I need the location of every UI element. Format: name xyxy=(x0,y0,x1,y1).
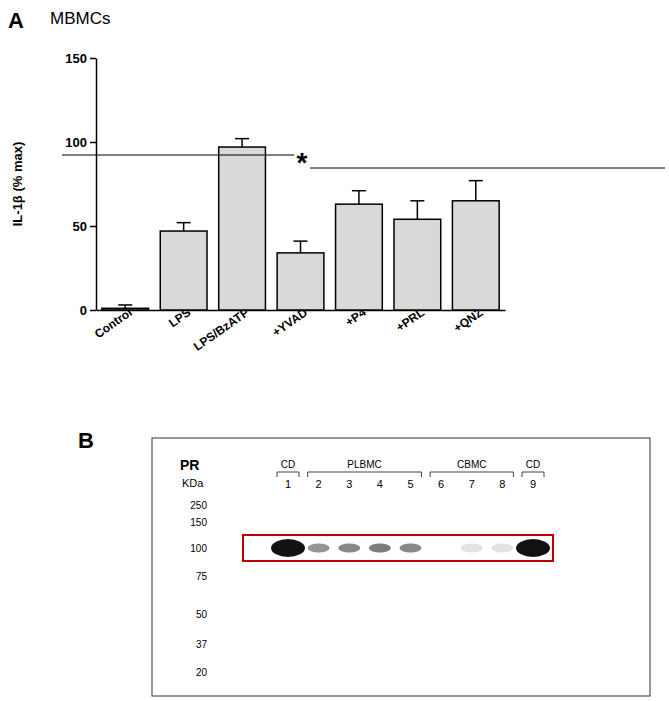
x-tick: LPS/BzATP xyxy=(191,305,252,353)
band xyxy=(338,544,360,553)
y-axis-line xyxy=(96,59,98,311)
y-tick-label: 50 xyxy=(73,219,87,234)
group-bracket xyxy=(277,472,299,477)
highlight-box xyxy=(243,535,553,561)
group-label: PLBMC xyxy=(347,459,381,470)
lane-label: 7 xyxy=(469,478,475,490)
band xyxy=(369,544,391,553)
error-bar xyxy=(118,305,132,308)
error-bar xyxy=(469,181,483,201)
band xyxy=(461,544,483,553)
x-tick: +YVAD xyxy=(270,305,311,339)
error-bar-stem xyxy=(183,223,185,231)
error-bar-stem xyxy=(241,139,243,147)
chart-title: MBMCs xyxy=(50,9,110,28)
lane-label: 1 xyxy=(285,478,291,490)
error-bar xyxy=(352,191,366,204)
bar xyxy=(160,231,207,310)
plot-area xyxy=(102,139,499,310)
error-bar xyxy=(294,241,308,253)
group-bracket xyxy=(430,472,513,477)
y-tick: 50 xyxy=(73,219,96,234)
bands xyxy=(271,539,550,557)
lane-label: 5 xyxy=(407,478,413,490)
error-bar-cap xyxy=(235,138,249,140)
significance-line xyxy=(310,168,665,169)
x-tick-label: +YVAD xyxy=(270,305,311,339)
error-bar-cap xyxy=(352,190,366,192)
y-tick-mark xyxy=(90,226,96,228)
lane-label: 3 xyxy=(346,478,352,490)
x-tick-label: Control xyxy=(92,305,135,341)
bar xyxy=(277,253,324,310)
band xyxy=(400,544,422,553)
y-tick: 100 xyxy=(65,135,96,150)
marker-label: 75 xyxy=(196,571,208,582)
marker-label: 100 xyxy=(190,543,207,554)
figure: AMBMCs050100150ControlLPSLPS/BzATP+YVAD+… xyxy=(0,0,669,701)
error-bar-cap xyxy=(469,180,483,182)
marker-label: 250 xyxy=(190,500,207,511)
error-bar-cap xyxy=(118,304,132,306)
lane-label: 4 xyxy=(377,478,383,490)
y-tick-mark xyxy=(90,58,96,60)
annotation: * xyxy=(297,147,308,178)
group-label: CBMC xyxy=(457,459,486,470)
error-bar xyxy=(177,223,191,231)
bar xyxy=(336,204,383,310)
bar xyxy=(219,147,266,310)
panel-label: B xyxy=(78,428,94,453)
blot-frame xyxy=(152,438,650,696)
y-tick-label: 0 xyxy=(80,303,87,318)
y-axis-title: IL-1β (% max) xyxy=(10,142,25,227)
error-bar-stem xyxy=(300,241,302,253)
bar xyxy=(394,219,441,310)
lane-label: 9 xyxy=(530,478,536,490)
band xyxy=(308,544,330,553)
lane-label: 6 xyxy=(438,478,444,490)
x-axis: ControlLPSLPS/BzATP+YVAD+P4+PRL+QNZ xyxy=(92,305,506,354)
band xyxy=(516,539,550,557)
group-bracket xyxy=(308,472,422,477)
marker-label: 20 xyxy=(196,667,208,678)
x-tick: Control xyxy=(92,305,135,341)
lane-label: 2 xyxy=(316,478,322,490)
error-bar-cap xyxy=(410,200,424,202)
marker-label: 150 xyxy=(190,517,207,528)
band xyxy=(430,544,452,553)
y-tick: 150 xyxy=(65,51,96,66)
error-bar xyxy=(410,201,424,219)
y-tick-mark xyxy=(90,310,96,312)
error-bar xyxy=(235,139,249,147)
y-tick-label: 150 xyxy=(65,51,87,66)
blot-title: PR xyxy=(180,457,199,473)
error-bar-stem xyxy=(475,181,477,201)
marker-label: 50 xyxy=(196,609,208,620)
error-bar-cap xyxy=(294,240,308,242)
error-bar-stem xyxy=(358,191,360,204)
error-bar-stem xyxy=(417,201,419,219)
panel-label: A xyxy=(8,8,24,33)
y-axis: 0 50 100 150 xyxy=(65,51,96,318)
band xyxy=(491,544,513,553)
y-tick-label: 100 xyxy=(65,135,87,150)
y-tick-mark xyxy=(90,142,96,144)
band xyxy=(271,539,305,557)
lane-label: 8 xyxy=(499,478,505,490)
bar xyxy=(452,201,499,310)
marker-label: 37 xyxy=(196,639,208,650)
y-tick: 0 xyxy=(80,303,96,318)
significance-line xyxy=(62,155,294,156)
x-tick-label: LPS/BzATP xyxy=(191,305,252,353)
group-label: CD xyxy=(526,459,540,470)
error-bar-cap xyxy=(177,222,191,224)
group-bracket xyxy=(522,472,544,477)
marker-unit: KDa xyxy=(182,477,204,489)
bar xyxy=(102,308,149,310)
group-label: CD xyxy=(281,459,295,470)
